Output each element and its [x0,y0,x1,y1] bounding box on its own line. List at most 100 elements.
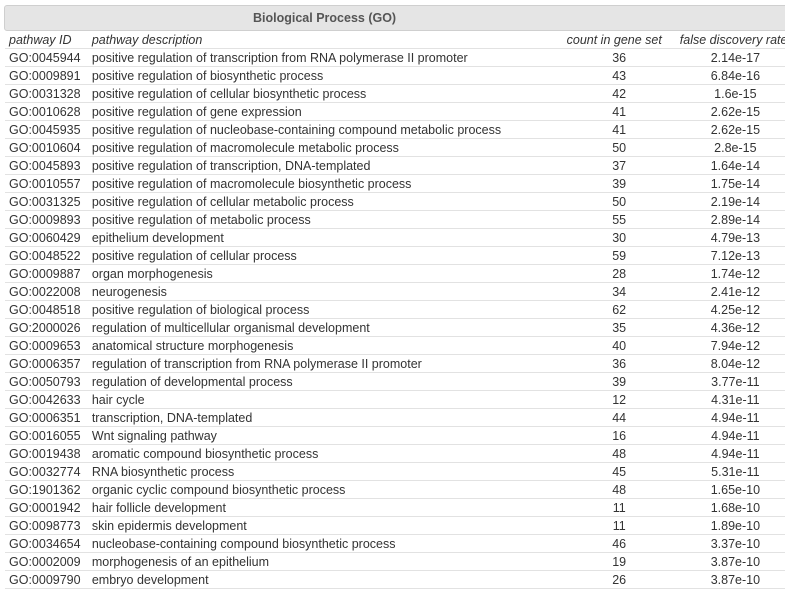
table-row: GO:0009893 positive regulation of metabol… [5,210,785,229]
cell-pathway-id: GO:0060429 [5,228,88,247]
cell-false-discovery-rate: 2.19e-14 [675,192,785,211]
cell-pathway-description: positive regulation of nucleobase-contai… [87,120,563,139]
cell-false-discovery-rate: 2.62e-15 [675,120,785,139]
cell-pathway-id: GO:0045893 [5,156,88,175]
cell-false-discovery-rate: 4.25e-12 [675,300,785,319]
cell-pathway-description: transcription, DNA-templated [87,408,563,427]
table-row: GO:1901362 organic cyclic compound biosyn… [5,480,785,499]
cell-pathway-id: GO:0050793 [5,372,88,391]
table-row: GO:0045893 positive regulation of transcr… [5,156,785,175]
column-header-count[interactable]: count in gene set [562,31,676,49]
cell-false-discovery-rate: 3.87e-10 [675,552,785,571]
cell-pathway-id: GO:0022008 [5,282,88,301]
cell-count-in-gene-set: 50 [562,138,676,157]
cell-false-discovery-rate: 4.94e-11 [675,426,785,445]
cell-pathway-id: GO:0045944 [5,48,88,67]
cell-false-discovery-rate: 2.14e-17 [675,48,785,67]
pathway-table: pathway ID pathway description count in … [5,31,785,589]
cell-pathway-description: regulation of multicellular organismal d… [87,318,563,337]
table-row: GO:0060429 epithelium development 30 4.79e-… [5,228,785,247]
cell-false-discovery-rate: 1.64e-14 [675,156,785,175]
cell-count-in-gene-set: 16 [562,426,676,445]
cell-pathway-description: positive regulation of cellular metaboli… [87,192,563,211]
section-header: Biological Process (GO) [4,5,785,31]
cell-false-discovery-rate: 3.37e-10 [675,534,785,553]
cell-pathway-description: positive regulation of gene expression [87,102,563,121]
cell-count-in-gene-set: 12 [562,390,676,409]
cell-false-discovery-rate: 8.04e-12 [675,354,785,373]
column-header-pathway-description[interactable]: pathway description [87,31,563,49]
cell-count-in-gene-set: 39 [562,372,676,391]
table-row: GO:0009653 anatomical structure morphogen… [5,336,785,355]
cell-count-in-gene-set: 50 [562,192,676,211]
table-row: GO:0010604 positive regulation of macromo… [5,138,785,157]
cell-pathway-description: epithelium development [87,228,563,247]
cell-count-in-gene-set: 44 [562,408,676,427]
cell-false-discovery-rate: 6.84e-16 [675,66,785,85]
cell-pathway-id: GO:0098773 [5,516,88,535]
column-header-fdr[interactable]: false discovery rate [675,31,785,49]
cell-pathway-id: GO:0045935 [5,120,88,139]
section-title: Biological Process (GO) [253,11,397,25]
cell-count-in-gene-set: 11 [562,498,676,517]
table-row: GO:0045944 positive regulation of transcr… [5,48,785,67]
cell-count-in-gene-set: 62 [562,300,676,319]
cell-count-in-gene-set: 28 [562,264,676,283]
cell-pathway-description: neurogenesis [87,282,563,301]
cell-pathway-id: GO:0016055 [5,426,88,445]
cell-false-discovery-rate: 2.41e-12 [675,282,785,301]
cell-pathway-id: GO:0034654 [5,534,88,553]
table-row: GO:0032774 RNA biosynthetic process 45 5.31… [5,462,785,481]
table-row: GO:0010557 positive regulation of macromo… [5,174,785,193]
cell-pathway-description: embryo development [87,570,563,589]
cell-pathway-description: RNA biosynthetic process [87,462,563,481]
cell-pathway-id: GO:0019438 [5,444,88,463]
column-header-pathway-id[interactable]: pathway ID [5,31,88,49]
cell-pathway-description: anatomical structure morphogenesis [87,336,563,355]
cell-pathway-description: positive regulation of biological proces… [87,300,563,319]
table-row: GO:0009891 positive regulation of biosynt… [5,66,785,85]
table-row: GO:0031328 positive regulation of cellula… [5,84,785,103]
cell-false-discovery-rate: 3.77e-11 [675,372,785,391]
cell-pathway-id: GO:0048518 [5,300,88,319]
table-row: GO:0002009 morphogenesis of an epithelium… [5,552,785,571]
cell-false-discovery-rate: 4.31e-11 [675,390,785,409]
cell-false-discovery-rate: 3.87e-10 [675,570,785,589]
cell-false-discovery-rate: 2.62e-15 [675,102,785,121]
table-row: GO:0048518 positive regulation of biologi… [5,300,785,319]
cell-count-in-gene-set: 36 [562,354,676,373]
table-row: GO:2000026 regulation of multicellular or… [5,318,785,337]
cell-pathway-id: GO:0031328 [5,84,88,103]
cell-false-discovery-rate: 5.31e-11 [675,462,785,481]
table-row: GO:0048522 positive regulation of cellula… [5,246,785,265]
cell-count-in-gene-set: 37 [562,156,676,175]
cell-false-discovery-rate: 7.94e-12 [675,336,785,355]
cell-count-in-gene-set: 40 [562,336,676,355]
cell-pathway-description: positive regulation of cellular biosynth… [87,84,563,103]
cell-pathway-description: regulation of developmental process [87,372,563,391]
cell-count-in-gene-set: 48 [562,480,676,499]
cell-false-discovery-rate: 2.89e-14 [675,210,785,229]
cell-pathway-id: GO:0032774 [5,462,88,481]
table-row: GO:0016055 Wnt signaling pathway 16 4.94e-1… [5,426,785,445]
table-row: GO:0009790 embryo development 26 3.87e-10 [5,570,785,589]
cell-count-in-gene-set: 43 [562,66,676,85]
cell-false-discovery-rate: 2.8e-15 [675,138,785,157]
cell-false-discovery-rate: 4.94e-11 [675,444,785,463]
cell-pathway-id: GO:2000026 [5,318,88,337]
cell-count-in-gene-set: 55 [562,210,676,229]
cell-pathway-id: GO:0009891 [5,66,88,85]
cell-pathway-description: positive regulation of metabolic process [87,210,563,229]
cell-pathway-description: morphogenesis of an epithelium [87,552,563,571]
cell-count-in-gene-set: 30 [562,228,676,247]
cell-false-discovery-rate: 4.79e-13 [675,228,785,247]
table-row: GO:0042633 hair cycle 12 4.31e-11 [5,390,785,409]
table-row: GO:0098773 skin epidermis development 11 1.… [5,516,785,535]
cell-count-in-gene-set: 41 [562,102,676,121]
cell-count-in-gene-set: 45 [562,462,676,481]
cell-pathway-description: positive regulation of biosynthetic proc… [87,66,563,85]
cell-pathway-id: GO:0048522 [5,246,88,265]
cell-pathway-id: GO:0010604 [5,138,88,157]
cell-pathway-id: GO:0009653 [5,336,88,355]
cell-false-discovery-rate: 1.74e-12 [675,264,785,283]
